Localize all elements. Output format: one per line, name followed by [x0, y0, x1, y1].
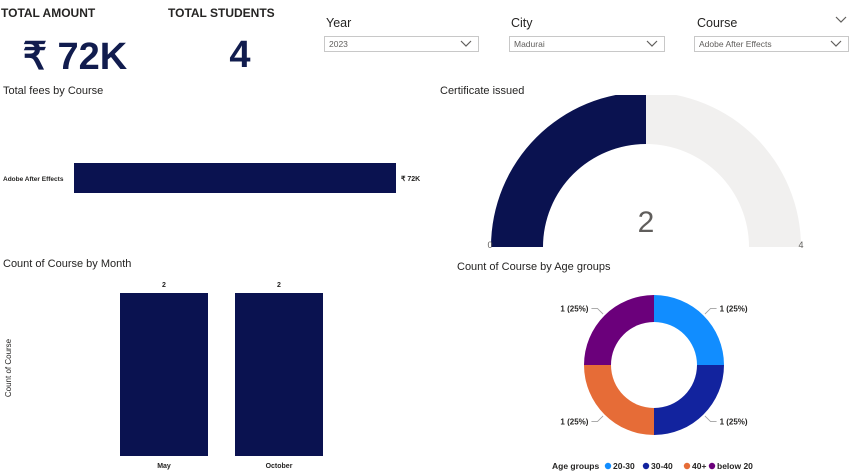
- month-column-chart: Count of Course 2 May 2 October: [4, 282, 323, 470]
- age-data-label: 1 (25%): [720, 418, 748, 427]
- collapse-chevron-icon[interactable]: [834, 13, 848, 27]
- gauge-value-label: 2: [638, 206, 655, 239]
- age-data-label: 1 (25%): [720, 304, 748, 313]
- month-bar-may[interactable]: [120, 293, 208, 456]
- gauge-max-label: 4: [798, 240, 803, 250]
- age-legend-item[interactable]: 30-40: [651, 461, 673, 471]
- age-data-label: 1 (25%): [560, 418, 588, 427]
- age-legend-item[interactable]: 20-30: [613, 461, 635, 471]
- city-dropdown-value: Madurai: [514, 39, 545, 49]
- year-dropdown-value: 2023: [329, 39, 348, 49]
- total-amount-label: TOTAL AMOUNT: [1, 6, 96, 20]
- age-donut-chart: 1 (25%)1 (25%)1 (25%)1 (25%) Age groups …: [552, 295, 753, 471]
- month-chart-title: Count of Course by Month: [3, 258, 132, 270]
- city-dropdown[interactable]: Madurai: [509, 36, 665, 52]
- month-tick-label: October: [266, 463, 293, 470]
- course-dropdown[interactable]: Adobe After Effects: [694, 36, 849, 52]
- fees-data-label: ₹ 72K: [401, 175, 420, 183]
- gauge-title: Certificate issued: [440, 85, 525, 97]
- fees-bar-chart: Adobe After Effects ₹ 72K: [3, 163, 420, 193]
- age-legend-marker: [642, 462, 650, 470]
- total-amount-value: ₹ 72K: [22, 36, 128, 78]
- age-slice-below-20[interactable]: [584, 295, 654, 365]
- course-dropdown-value: Adobe After Effects: [699, 39, 772, 49]
- age-legend-marker: [604, 462, 612, 470]
- month-tick-label: May: [157, 463, 171, 470]
- age-legend-marker: [683, 462, 691, 470]
- chevron-down-icon: [460, 40, 472, 47]
- age-chart-title: Count of Course by Age groups: [457, 261, 611, 273]
- fees-bar[interactable]: [74, 163, 396, 193]
- age-leader-line: [704, 308, 717, 315]
- fees-category-label: Adobe After Effects: [3, 176, 64, 183]
- age-slice-40-[interactable]: [584, 365, 654, 435]
- age-data-label: 1 (25%): [560, 304, 588, 313]
- chevron-down-icon: [830, 40, 842, 47]
- age-legend-title: Age groups: [552, 461, 599, 471]
- year-dropdown[interactable]: 2023: [324, 36, 479, 52]
- age-leader-line: [591, 308, 604, 315]
- chevron-down-icon: [646, 40, 658, 47]
- age-slice-30-40[interactable]: [654, 365, 724, 435]
- year-slicer-title: Year: [326, 16, 352, 30]
- total-students-label: TOTAL STUDENTS: [168, 6, 275, 20]
- age-legend-item[interactable]: 40+: [692, 461, 706, 471]
- month-data-label: 2: [277, 282, 281, 289]
- age-slice-20-30[interactable]: [654, 295, 724, 365]
- age-leader-line: [704, 415, 717, 422]
- age-leader-line: [591, 415, 604, 422]
- gauge-min-label: 0: [487, 240, 492, 250]
- city-slicer-title: City: [511, 16, 533, 30]
- gauge-value-arc[interactable]: [491, 95, 646, 247]
- total-students-value: 4: [229, 34, 251, 76]
- month-data-label: 2: [162, 282, 166, 289]
- month-y-axis-label: Count of Course: [4, 338, 13, 397]
- course-slicer-title: Course: [697, 16, 738, 30]
- certificate-gauge: 2 0 4: [487, 95, 804, 250]
- fees-chart-title: Total fees by Course: [3, 85, 104, 97]
- age-legend-item[interactable]: below 20: [717, 461, 753, 471]
- age-legend-marker: [708, 462, 716, 470]
- month-bar-october[interactable]: [235, 293, 323, 456]
